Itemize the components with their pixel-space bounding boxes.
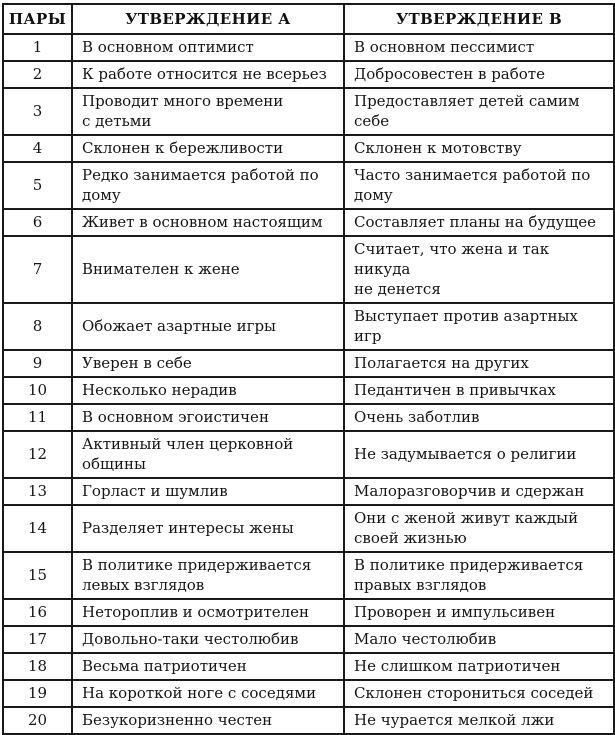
table-row: 18 Весьма патриотичен Не слишком патриотич… bbox=[2, 652, 615, 681]
statement-a-cell: Редко занимается работой по дому bbox=[71, 161, 345, 210]
statement-a-cell: К работе относится не всерьез bbox=[71, 60, 345, 89]
table-row: 8 Обожает азартные игры Выступает против а… bbox=[2, 302, 615, 351]
table-row: 3 Проводит много времени с детьми Предоста… bbox=[2, 87, 615, 136]
statement-b-cell: Склонен к мотовству bbox=[343, 134, 615, 163]
statement-b-cell: В политике придерживается правых взглядо… bbox=[343, 551, 615, 600]
statement-a-cell: Безукоризненно честен bbox=[71, 706, 345, 735]
statement-b-cell: Они с женой живут каждый своей жизнью bbox=[343, 504, 615, 553]
table-row: 20 Безукоризненно честен Не чурается мелко… bbox=[2, 706, 615, 735]
table-header-row: ПАРЫ УТВЕРЖДЕНИЕ А УТВЕРЖДЕНИЕ В bbox=[2, 3, 615, 35]
column-header-statement-a: УТВЕРЖДЕНИЕ А bbox=[71, 3, 345, 35]
table-row: 12 Активный член церковной общины Не задум… bbox=[2, 430, 615, 479]
column-header-statement-b: УТВЕРЖДЕНИЕ В bbox=[343, 3, 615, 35]
pair-number-cell: 18 bbox=[2, 652, 73, 681]
statement-a-cell: Склонен к бережливости bbox=[71, 134, 345, 163]
statement-b-cell: Мало честолюбив bbox=[343, 625, 615, 654]
statement-a-cell: Живет в основном настоящим bbox=[71, 208, 345, 237]
statement-b-cell: Не задумывается о религии bbox=[343, 430, 615, 479]
table-row: 4 Склонен к бережливости Склонен к мотовст… bbox=[2, 134, 615, 163]
statement-b-cell: Предоставляет детей самим себе bbox=[343, 87, 615, 136]
statement-a-cell: Довольно-таки честолюбив bbox=[71, 625, 345, 654]
statement-b-cell: Очень заботлив bbox=[343, 403, 615, 432]
table-row: 19 На короткой ноге с соседями Склонен сто… bbox=[2, 679, 615, 708]
statement-a-cell: В политике придерживается левых взглядов bbox=[71, 551, 345, 600]
statement-b-cell: Малоразговорчив и сдержан bbox=[343, 477, 615, 506]
table-row: 17 Довольно-таки честолюбив Мало честолюби… bbox=[2, 625, 615, 654]
statement-a-cell: Обожает азартные игры bbox=[71, 302, 345, 351]
pair-number-cell: 20 bbox=[2, 706, 73, 735]
pair-number-cell: 10 bbox=[2, 376, 73, 405]
table-row: 6 Живет в основном настоящим Составляет пл… bbox=[2, 208, 615, 237]
table-row: 10 Несколько нерадив Педантичен в привычка… bbox=[2, 376, 615, 405]
statement-a-cell: Разделяет интересы жены bbox=[71, 504, 345, 553]
pair-number-cell: 1 bbox=[2, 33, 73, 62]
statement-b-cell: Проворен и импульсивен bbox=[343, 598, 615, 627]
table-row: 15 В политике придерживается левых взгляд… bbox=[2, 551, 615, 600]
statement-a-cell: В основном оптимист bbox=[71, 33, 345, 62]
statement-b-cell: Склонен сторониться соседей bbox=[343, 679, 615, 708]
pair-number-cell: 11 bbox=[2, 403, 73, 432]
table-row: 5 Редко занимается работой по дому Часто з… bbox=[2, 161, 615, 210]
table-row: 13 Горласт и шумлив Малоразговорчив и сдер… bbox=[2, 477, 615, 506]
pair-number-cell: 17 bbox=[2, 625, 73, 654]
statement-a-cell: Активный член церковной общины bbox=[71, 430, 345, 479]
statement-b-cell: Педантичен в привычках bbox=[343, 376, 615, 405]
pair-number-cell: 19 bbox=[2, 679, 73, 708]
pair-number-cell: 15 bbox=[2, 551, 73, 600]
statement-b-cell: В основном пессимист bbox=[343, 33, 615, 62]
statement-b-cell: Добросовестен в работе bbox=[343, 60, 615, 89]
pair-number-cell: 12 bbox=[2, 430, 73, 479]
statement-a-cell: Несколько нерадив bbox=[71, 376, 345, 405]
table-row: 9 Уверен в себе Полагается на других bbox=[2, 349, 615, 378]
pair-number-cell: 16 bbox=[2, 598, 73, 627]
statement-a-cell: Горласт и шумлив bbox=[71, 477, 345, 506]
pair-number-cell: 13 bbox=[2, 477, 73, 506]
statement-a-cell: На короткой ноге с соседями bbox=[71, 679, 345, 708]
statement-a-cell: Внимателен к жене bbox=[71, 235, 345, 304]
table-row: 7 Внимателен к жене Считает, что жена и та… bbox=[2, 235, 615, 304]
pair-number-cell: 6 bbox=[2, 208, 73, 237]
statement-a-cell: Нетороплив и осмотрителен bbox=[71, 598, 345, 627]
statement-b-cell: Полагается на других bbox=[343, 349, 615, 378]
pair-number-cell: 3 bbox=[2, 87, 73, 136]
table-row: 11 В основном эгоистичен Очень заботлив bbox=[2, 403, 615, 432]
statement-b-cell: Часто занимается работой по дому bbox=[343, 161, 615, 210]
pair-number-cell: 14 bbox=[2, 504, 73, 553]
statement-b-cell: Не слишком патриотичен bbox=[343, 652, 615, 681]
statement-b-cell: Составляет планы на будущее bbox=[343, 208, 615, 237]
table-row: 14 Разделяет интересы жены Они с женой жив… bbox=[2, 504, 615, 553]
pair-number-cell: 4 bbox=[2, 134, 73, 163]
pair-number-cell: 9 bbox=[2, 349, 73, 378]
pair-number-cell: 8 bbox=[2, 302, 73, 351]
column-header-pairs: ПАРЫ bbox=[2, 3, 73, 35]
statement-a-cell: Весьма патриотичен bbox=[71, 652, 345, 681]
statement-a-cell: В основном эгоистичен bbox=[71, 403, 345, 432]
pair-number-cell: 2 bbox=[2, 60, 73, 89]
statement-a-cell: Проводит много времени с детьми bbox=[71, 87, 345, 136]
statement-a-cell: Уверен в себе bbox=[71, 349, 345, 378]
pair-number-cell: 7 bbox=[2, 235, 73, 304]
pair-number-cell: 5 bbox=[2, 161, 73, 210]
statement-b-cell: Считает, что жена и так никуда не денетс… bbox=[343, 235, 615, 304]
statement-b-cell: Не чурается мелкой лжи bbox=[343, 706, 615, 735]
statement-b-cell: Выступает против азартных игр bbox=[343, 302, 615, 351]
table-row: 16 Нетороплив и осмотрителен Проворен и им… bbox=[2, 598, 615, 627]
